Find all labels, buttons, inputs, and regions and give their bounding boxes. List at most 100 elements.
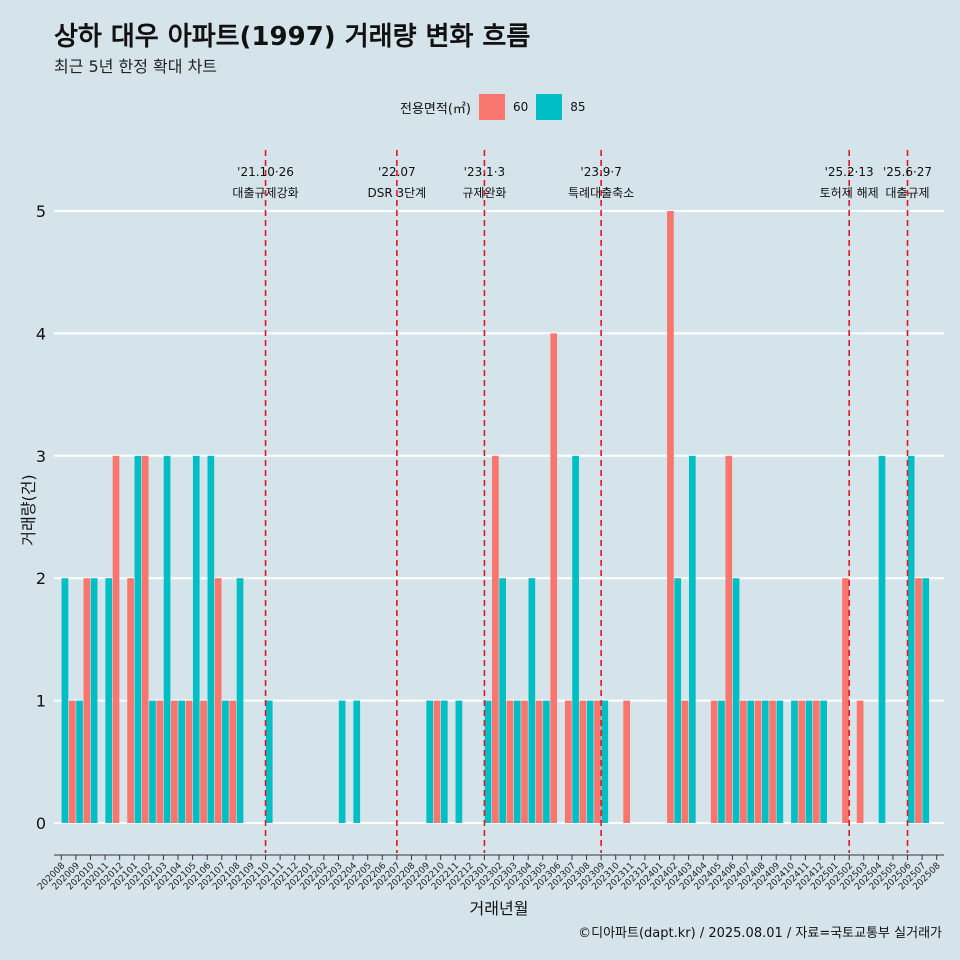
bar-60	[521, 700, 528, 823]
bar-60	[915, 578, 922, 823]
bar-60	[492, 455, 499, 823]
bar-85	[732, 578, 740, 823]
bar-85	[528, 578, 536, 823]
bar-85	[222, 700, 229, 823]
bar-60	[214, 578, 222, 823]
bar-60	[579, 700, 587, 823]
bar-85	[499, 578, 506, 823]
bar-85	[134, 455, 142, 823]
bar-85	[922, 578, 930, 823]
bar-85	[572, 455, 579, 823]
legend-key-85	[536, 94, 563, 120]
bar-60	[623, 700, 631, 823]
bar-60	[127, 578, 134, 823]
bar-60	[754, 700, 762, 823]
event-date: '25.2·13	[825, 165, 874, 179]
bar-60	[433, 700, 441, 823]
bar-85	[178, 700, 186, 823]
y-tick-label: 3	[36, 447, 46, 466]
event-date: '21.10·26	[237, 165, 294, 179]
legend-label-85: 85	[570, 100, 586, 114]
bar-85	[353, 700, 361, 823]
bar-85	[207, 455, 215, 823]
bar-60	[725, 455, 733, 823]
bar-85	[791, 700, 798, 823]
legend-key-60	[478, 94, 505, 120]
event-label: DSR 3단계	[368, 186, 427, 200]
bar-85	[76, 700, 83, 823]
bar-60	[740, 700, 747, 823]
bar-85	[61, 578, 69, 823]
bar-85	[105, 578, 113, 823]
y-tick-label: 2	[36, 569, 46, 588]
y-axis-title: 거래량(건)	[19, 474, 38, 545]
bar-60	[842, 578, 849, 823]
bar-85	[907, 455, 915, 823]
bar-60	[506, 700, 514, 823]
y-tick-label: 1	[36, 692, 46, 711]
y-tick-label: 5	[36, 202, 46, 221]
bar-85	[805, 700, 813, 823]
bar-85	[820, 700, 827, 823]
bar-85	[455, 700, 463, 823]
bar-85	[747, 700, 755, 823]
bar-60	[229, 700, 237, 823]
chart-subtitle: 최근 5년 한정 확대 차트	[54, 57, 218, 76]
bar-60	[594, 700, 601, 823]
bar-85	[484, 700, 492, 823]
event-date: '23.1·3	[464, 165, 505, 179]
bar-60	[171, 700, 178, 823]
bar-60	[667, 211, 674, 823]
bar-85	[192, 455, 200, 823]
event-date: '25.6·27	[883, 165, 932, 179]
bar-85	[163, 455, 171, 823]
source-caption: ©디아파트(dapt.kr) / 2025.08.01 / 자료=국토교통부 실…	[578, 926, 942, 941]
bar-60	[141, 455, 149, 823]
bar-60	[564, 700, 572, 823]
bar-85	[513, 700, 521, 823]
legend: 전용면적(㎡) 60 85	[400, 93, 594, 121]
bar-85	[149, 700, 156, 823]
bar-60	[535, 700, 543, 823]
bar-85	[90, 578, 98, 823]
bar-60	[156, 700, 164, 823]
bar-60	[769, 700, 776, 823]
bar-85	[674, 578, 682, 823]
bar-85	[543, 700, 550, 823]
event-date: '23.9·7	[580, 165, 621, 179]
bar-85	[236, 578, 244, 823]
bar-60	[185, 700, 193, 823]
bar-85	[338, 700, 346, 823]
bar-60	[68, 700, 76, 823]
chart-title: 상하 대우 아파트(1997) 거래량 변화 흐름	[54, 22, 531, 52]
bar-85	[688, 455, 696, 823]
event-label: 규제완화	[462, 186, 506, 200]
bar-60	[200, 700, 207, 823]
bar-85	[426, 700, 434, 823]
bar-60	[681, 700, 689, 823]
event-label: 대출규제강화	[232, 186, 298, 200]
legend-label-60: 60	[512, 100, 529, 114]
bar-85	[265, 700, 273, 823]
bar-85	[586, 700, 594, 823]
bar-60	[856, 700, 864, 823]
y-tick-label: 0	[36, 814, 46, 833]
bar-60	[112, 455, 120, 823]
x-axis-title: 거래년월	[470, 899, 529, 918]
legend-title: 전용면적(㎡)	[400, 101, 471, 117]
bar-85	[776, 700, 784, 823]
bar-85	[440, 700, 448, 823]
bar-60	[83, 578, 91, 823]
y-tick-label: 4	[36, 324, 46, 343]
bar-85	[761, 700, 769, 823]
bar-60	[812, 700, 820, 823]
event-label: 특례대출축소	[568, 186, 634, 200]
bar-85	[718, 700, 725, 823]
event-date: '22.07	[378, 165, 416, 179]
bar-85	[601, 700, 609, 823]
bar-60	[550, 333, 558, 823]
event-label: 토허제 해제	[820, 186, 879, 200]
bar-60	[710, 700, 718, 823]
bar-85	[878, 455, 886, 823]
